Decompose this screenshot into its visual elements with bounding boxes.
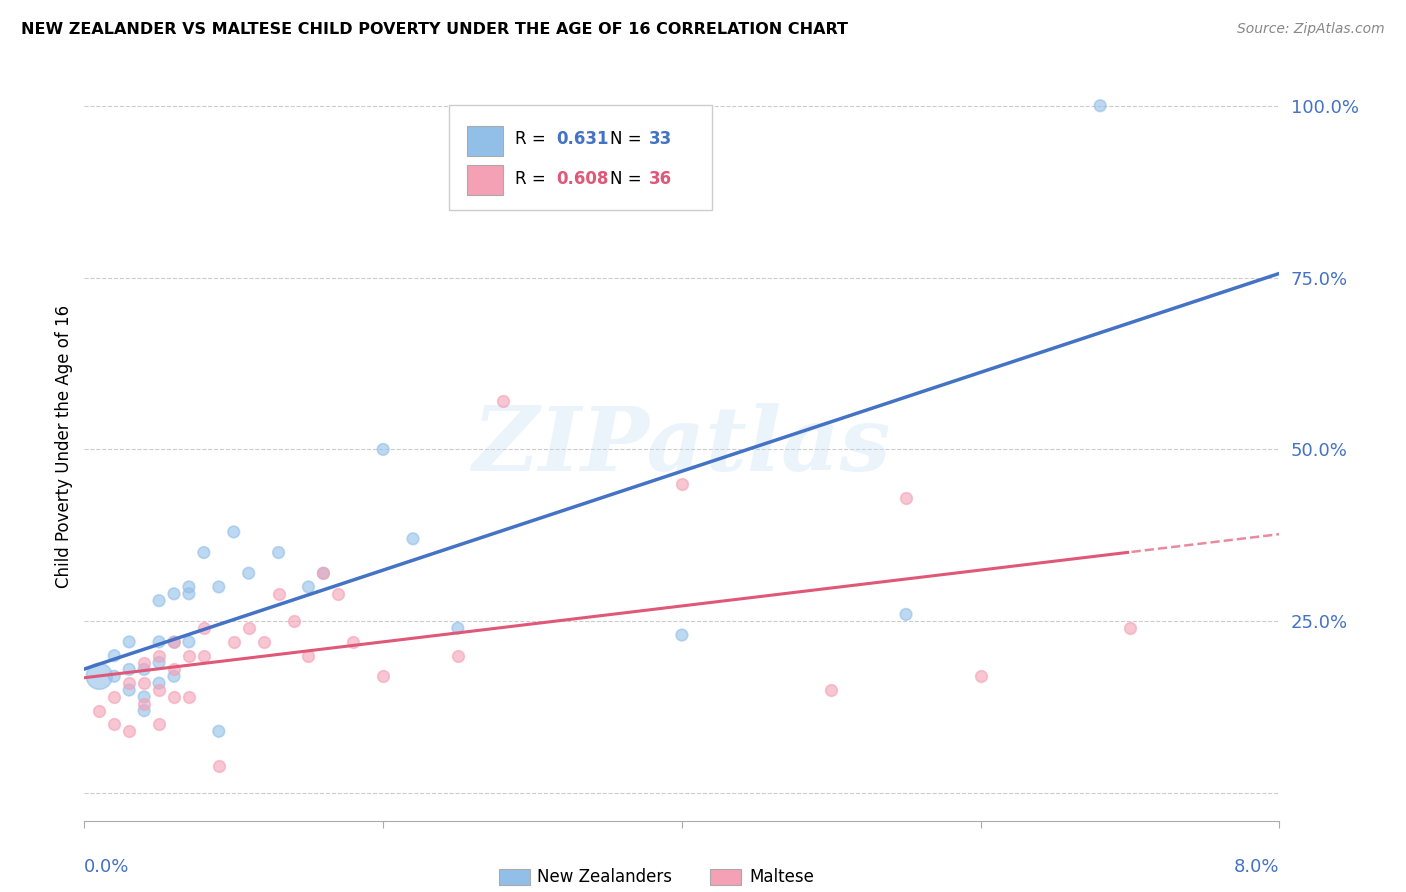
Point	[132, 704, 156, 718]
Point	[283, 615, 305, 629]
Point	[970, 669, 993, 683]
Point	[103, 717, 125, 731]
Point	[177, 587, 200, 601]
Point	[447, 621, 470, 635]
Text: 0.0%: 0.0%	[84, 858, 129, 877]
Text: ZIPatlas: ZIPatlas	[474, 403, 890, 489]
FancyBboxPatch shape	[467, 126, 503, 156]
Text: N =: N =	[610, 170, 647, 188]
Point	[177, 690, 200, 704]
Point	[671, 476, 693, 491]
Text: New Zealanders: New Zealanders	[537, 868, 672, 886]
Text: N =: N =	[610, 130, 647, 148]
Point	[163, 690, 186, 704]
Point	[163, 635, 186, 649]
Text: 0.608: 0.608	[557, 170, 609, 188]
Point	[447, 648, 470, 663]
Point	[89, 704, 111, 718]
Point	[238, 621, 260, 635]
Text: R =: R =	[515, 130, 551, 148]
Point	[222, 524, 245, 539]
Point	[148, 683, 170, 698]
Point	[118, 635, 141, 649]
Point	[193, 545, 215, 559]
Point	[222, 635, 245, 649]
Point	[118, 683, 141, 698]
Point	[894, 607, 917, 622]
Point	[373, 442, 395, 457]
Point	[118, 724, 141, 739]
Text: Maltese: Maltese	[749, 868, 814, 886]
Point	[148, 635, 170, 649]
Point	[208, 724, 231, 739]
Point	[132, 662, 156, 676]
Point	[208, 580, 231, 594]
Point	[671, 628, 693, 642]
Text: NEW ZEALANDER VS MALTESE CHILD POVERTY UNDER THE AGE OF 16 CORRELATION CHART: NEW ZEALANDER VS MALTESE CHILD POVERTY U…	[21, 22, 848, 37]
Point	[402, 532, 425, 546]
Point	[253, 635, 276, 649]
Point	[103, 648, 125, 663]
Point	[118, 676, 141, 690]
Point	[163, 662, 186, 676]
Point	[373, 669, 395, 683]
Point	[132, 656, 156, 670]
Text: 33: 33	[648, 130, 672, 148]
Point	[89, 669, 111, 683]
Point	[177, 635, 200, 649]
Point	[148, 656, 170, 670]
Point	[267, 545, 290, 559]
Point	[132, 690, 156, 704]
Point	[103, 690, 125, 704]
Point	[148, 676, 170, 690]
Point	[118, 662, 141, 676]
Point	[208, 758, 231, 772]
Point	[148, 717, 170, 731]
Point	[163, 635, 186, 649]
Point	[193, 621, 215, 635]
Point	[297, 580, 319, 594]
Point	[193, 648, 215, 663]
Point	[148, 648, 170, 663]
Point	[894, 491, 917, 505]
Point	[132, 676, 156, 690]
Text: 8.0%: 8.0%	[1234, 858, 1279, 877]
Point	[103, 669, 125, 683]
Point	[177, 648, 200, 663]
Point	[342, 635, 364, 649]
Text: Source: ZipAtlas.com: Source: ZipAtlas.com	[1237, 22, 1385, 37]
Y-axis label: Child Poverty Under the Age of 16: Child Poverty Under the Age of 16	[55, 304, 73, 588]
Point	[1090, 99, 1112, 113]
FancyBboxPatch shape	[467, 165, 503, 195]
Point	[297, 648, 319, 663]
Text: 36: 36	[648, 170, 672, 188]
Point	[163, 669, 186, 683]
Point	[132, 697, 156, 711]
Text: R =: R =	[515, 170, 551, 188]
Point	[312, 566, 335, 581]
Point	[238, 566, 260, 581]
Point	[820, 683, 842, 698]
Point	[148, 593, 170, 607]
Point	[328, 587, 350, 601]
Point	[492, 394, 515, 409]
FancyBboxPatch shape	[449, 105, 711, 210]
Point	[312, 566, 335, 581]
Point	[177, 580, 200, 594]
Text: 0.631: 0.631	[557, 130, 609, 148]
Point	[267, 587, 290, 601]
Point	[1119, 621, 1142, 635]
Point	[163, 587, 186, 601]
